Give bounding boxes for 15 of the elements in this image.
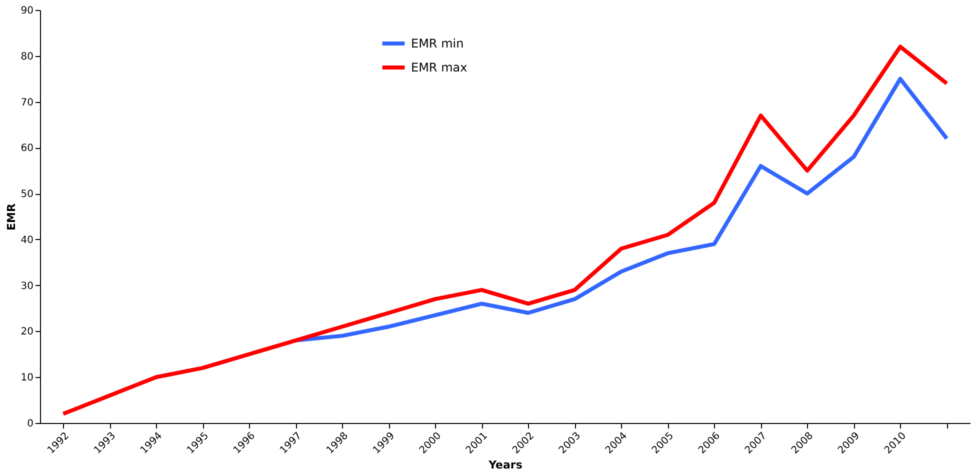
legend-label: EMR max [411, 60, 468, 74]
y-tick-label: 20 [20, 326, 34, 338]
x-axis-title: Years [488, 458, 523, 472]
y-tick-label: 90 [20, 6, 34, 16]
y-tick-label: 60 [20, 143, 34, 154]
legend-label: EMR min [411, 36, 464, 50]
y-tick-label: 30 [20, 280, 34, 292]
y-tick-label: 0 [27, 418, 34, 430]
y-tick-label: 70 [20, 97, 34, 108]
y-tick-label: 50 [20, 189, 34, 200]
y-tick-label: 10 [20, 372, 34, 384]
line-series [294, 76, 949, 342]
y-tick-label: 40 [20, 234, 34, 246]
y-tick-label: 80 [20, 51, 34, 62]
y-axis-title: EMR [4, 203, 18, 230]
